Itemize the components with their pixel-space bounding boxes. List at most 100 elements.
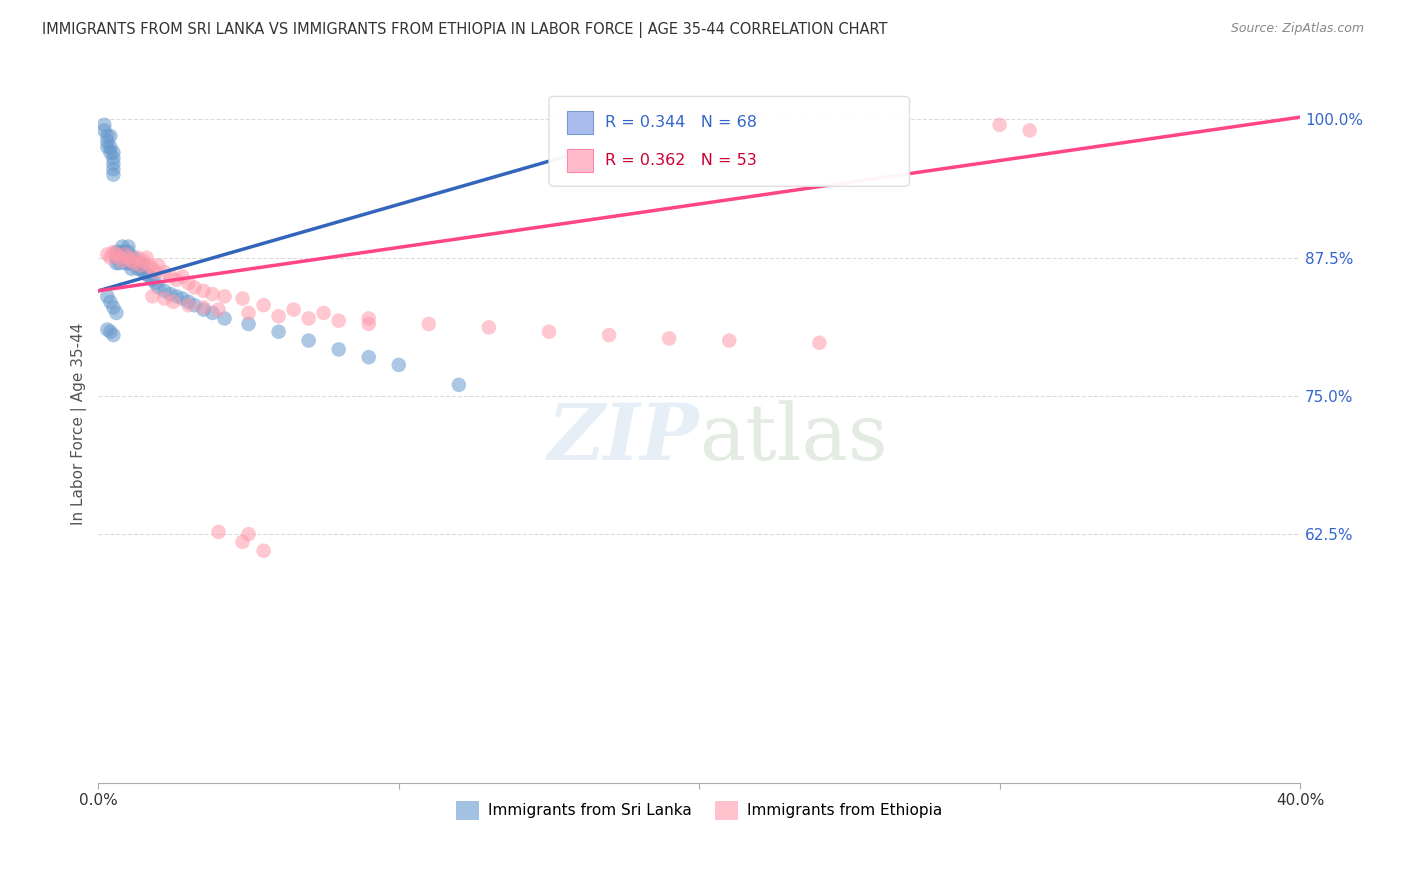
Point <box>124 251 146 265</box>
Point <box>328 343 350 357</box>
Point <box>120 261 142 276</box>
Point <box>138 259 160 273</box>
Point <box>98 128 121 143</box>
Point <box>357 311 380 326</box>
Point <box>232 292 254 306</box>
Point <box>808 335 831 350</box>
Point <box>108 245 131 260</box>
Point <box>103 301 125 315</box>
Point <box>537 325 560 339</box>
Point <box>111 254 134 268</box>
Point <box>388 358 411 372</box>
Point <box>124 256 146 270</box>
Point <box>105 256 128 270</box>
Point <box>111 239 134 253</box>
Point <box>117 251 139 265</box>
Point <box>93 118 115 132</box>
Point <box>98 325 121 339</box>
Point <box>183 280 205 294</box>
Point <box>114 256 136 270</box>
Point <box>159 287 181 301</box>
Text: Source: ZipAtlas.com: Source: ZipAtlas.com <box>1230 22 1364 36</box>
Point <box>111 245 134 260</box>
Point <box>252 298 274 312</box>
Point <box>117 251 139 265</box>
Point <box>177 276 200 290</box>
Point <box>105 245 128 260</box>
Point <box>114 251 136 265</box>
Point <box>103 145 125 160</box>
Point <box>108 251 131 265</box>
Point <box>108 256 131 270</box>
Point <box>96 128 118 143</box>
Point <box>103 328 125 343</box>
Point <box>96 289 118 303</box>
Point <box>153 284 176 298</box>
Point <box>193 302 215 317</box>
Point <box>120 256 142 270</box>
Point <box>96 322 118 336</box>
Point <box>103 245 125 260</box>
Point <box>267 325 290 339</box>
Point <box>114 245 136 260</box>
Point <box>124 256 146 270</box>
Point <box>148 280 170 294</box>
Point <box>127 251 149 265</box>
Point <box>1018 123 1040 137</box>
Point <box>96 247 118 261</box>
Point <box>232 535 254 549</box>
Point <box>207 524 229 539</box>
Point <box>988 118 1011 132</box>
Text: R = 0.362   N = 53: R = 0.362 N = 53 <box>606 153 758 168</box>
Point <box>177 294 200 309</box>
Point <box>103 156 125 170</box>
Point <box>267 310 290 324</box>
Point <box>132 259 155 273</box>
Point <box>145 265 167 279</box>
Point <box>201 306 224 320</box>
Point <box>138 269 160 284</box>
Point <box>658 331 681 345</box>
Point <box>105 247 128 261</box>
Point <box>96 135 118 149</box>
Point <box>298 311 321 326</box>
Point <box>120 254 142 268</box>
FancyBboxPatch shape <box>548 96 910 186</box>
Point <box>145 276 167 290</box>
Point <box>148 259 170 273</box>
Point <box>598 328 620 343</box>
Point <box>135 267 157 281</box>
Point <box>98 251 121 265</box>
FancyBboxPatch shape <box>567 149 593 172</box>
Point <box>357 350 380 364</box>
Point <box>214 289 236 303</box>
Point <box>357 317 380 331</box>
FancyBboxPatch shape <box>567 111 593 134</box>
Point <box>117 256 139 270</box>
Point <box>141 261 163 276</box>
Y-axis label: In Labor Force | Age 35-44: In Labor Force | Age 35-44 <box>72 322 87 524</box>
Point <box>328 314 350 328</box>
Point <box>114 247 136 261</box>
Point <box>718 334 741 348</box>
Point <box>105 306 128 320</box>
Text: atlas: atlas <box>699 400 889 475</box>
Point <box>98 140 121 154</box>
Point <box>447 377 470 392</box>
Point <box>159 269 181 284</box>
Point <box>120 251 142 265</box>
Text: R = 0.344   N = 68: R = 0.344 N = 68 <box>606 115 758 130</box>
Point <box>238 306 260 320</box>
Point <box>127 261 149 276</box>
Point <box>172 269 194 284</box>
Point <box>166 273 188 287</box>
Point <box>103 151 125 165</box>
Point <box>117 239 139 253</box>
Point <box>96 140 118 154</box>
Point <box>183 298 205 312</box>
Point <box>141 289 163 303</box>
Point <box>111 251 134 265</box>
Legend: Immigrants from Sri Lanka, Immigrants from Ethiopia: Immigrants from Sri Lanka, Immigrants fr… <box>450 795 948 826</box>
Point <box>214 311 236 326</box>
Point <box>478 320 501 334</box>
